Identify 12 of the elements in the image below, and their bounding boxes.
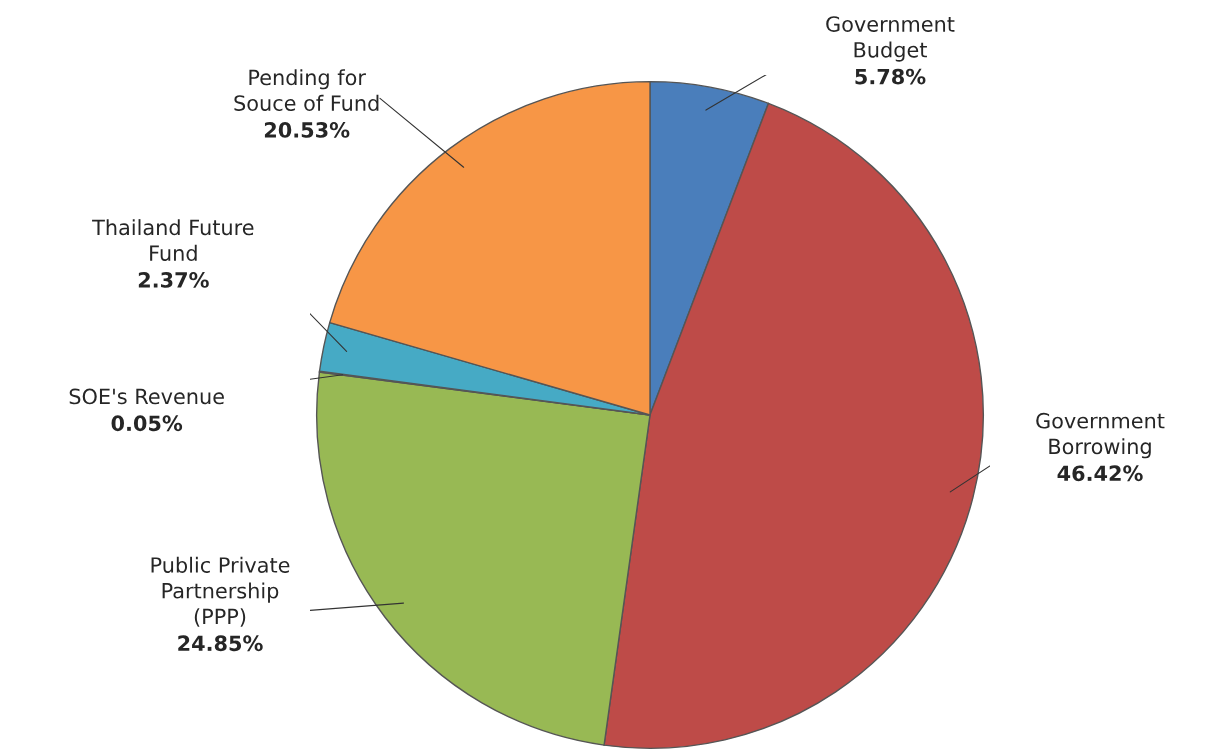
slice-label: Government Borrowing — [1036, 412, 1165, 459]
slice-label: Government Budget — [826, 16, 955, 62]
data-label: 46.42% — [1057, 465, 1143, 482]
slice-label: Public Private Partnership (PPP) — [151, 556, 290, 627]
data-label: 0.05% — [111, 415, 183, 432]
data-label: 5.78% — [855, 68, 926, 85]
data-label: 20.53% — [264, 122, 350, 138]
slice-label: Pending for Souce of Fund — [234, 69, 379, 111]
data-label: 2.37% — [138, 272, 209, 288]
slice-label: SOE's Revenue — [69, 388, 224, 405]
slice-label: Thailand Future Fund — [92, 219, 254, 261]
data-label: 24.85% — [178, 635, 263, 652]
